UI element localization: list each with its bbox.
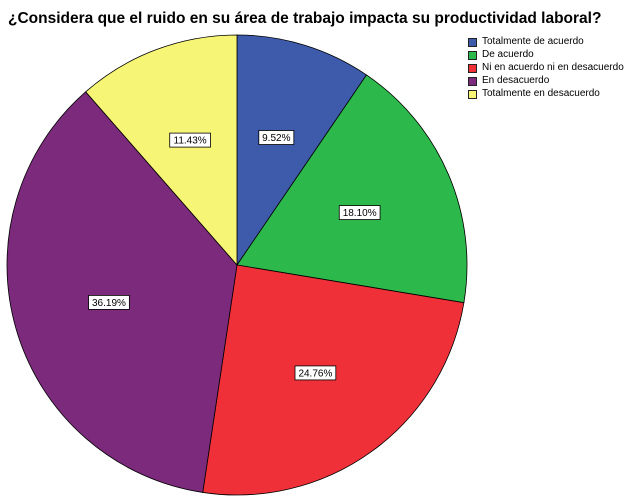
- data-label-box-1: [338, 205, 381, 220]
- pie-slices: [6, 34, 468, 496]
- legend: Totalmente de acuerdo De acuerdo Ni en acu…: [468, 37, 626, 102]
- data-label-text-2: 24.76%: [298, 368, 332, 379]
- pie-data-labels: 9.52% 18.10% 24.76% 36.19% 11.43%: [88, 130, 381, 381]
- pie-slice-4: [85, 34, 238, 267]
- data-label-3: 36.19%: [88, 295, 130, 310]
- legend-item-4: Totalmente en desacuerdo: [468, 89, 626, 99]
- legend-label-1: De acuerdo: [482, 49, 534, 60]
- chart-title: ¿Considera que el ruido en su área de tr…: [8, 10, 602, 27]
- legend-label-3: En desacuerdo: [482, 75, 550, 86]
- data-label-2: 24.76%: [294, 365, 337, 381]
- legend-swatch-1: [468, 51, 477, 60]
- data-label-text-0: 9.52%: [262, 133, 290, 144]
- data-label-text-4: 11.43%: [174, 136, 207, 147]
- data-label-text-3: 36.19%: [92, 298, 126, 309]
- legend-item-3: En desacuerdo: [468, 76, 626, 86]
- data-label-box-0: [258, 130, 295, 145]
- data-label-text-1: 18.10%: [343, 208, 377, 219]
- legend-swatch-3: [468, 77, 477, 86]
- data-label-4: 11.43%: [169, 132, 211, 148]
- legend-item-0: Totalmente de acuerdo: [468, 37, 626, 47]
- legend-swatch-4: [468, 90, 477, 99]
- legend-swatch-0: [468, 38, 477, 47]
- data-label-box-2: [294, 365, 337, 381]
- legend-label-2: Ni en acuerdo ni en desacuerdo: [482, 62, 624, 73]
- legend-item-1: De acuerdo: [468, 50, 626, 60]
- data-label-0: 9.52%: [258, 130, 295, 145]
- pie-slice-3: [6, 91, 238, 493]
- data-label-box-4: [169, 132, 211, 148]
- data-label-1: 18.10%: [338, 205, 381, 220]
- legend-label-0: Totalmente de acuerdo: [482, 36, 584, 47]
- data-label-box-3: [88, 295, 130, 310]
- legend-item-2: Ni en acuerdo ni en desacuerdo: [468, 63, 626, 73]
- legend-label-4: Totalmente en desacuerdo: [482, 88, 600, 99]
- legend-swatch-2: [468, 64, 477, 73]
- pie-slice-0: [236, 34, 368, 267]
- pie-slice-1: [236, 74, 468, 304]
